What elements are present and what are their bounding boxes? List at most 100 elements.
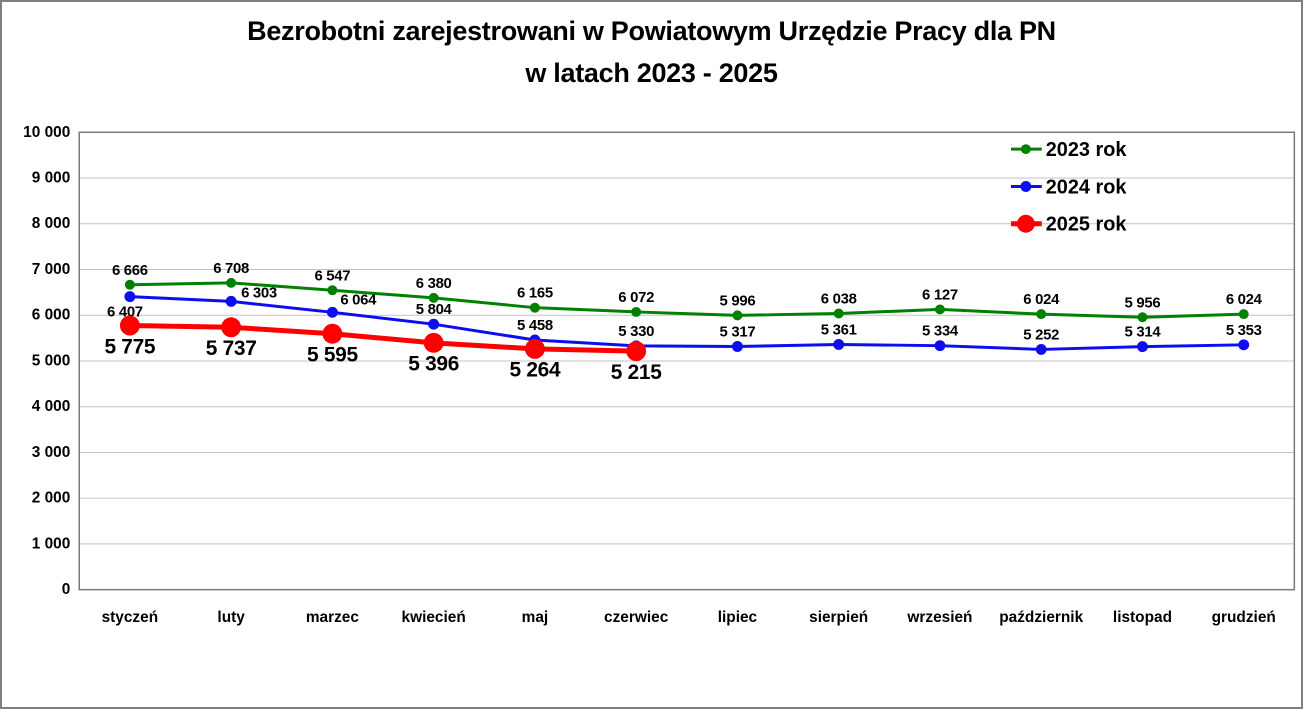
- legend-item-2025-rok: 2025 rok: [1010, 214, 1128, 236]
- data-label-2024-rok-luty: 6 303: [241, 285, 277, 301]
- x-axis-tick-label: listopad: [1113, 609, 1172, 626]
- x-axis-tick-label: styczeń: [102, 609, 159, 626]
- data-point-2024-rok-listopad: [1136, 341, 1148, 353]
- data-point-2024-rok-kwiecień: [428, 318, 440, 330]
- y-axis-tick-label: 4 000: [32, 398, 71, 415]
- x-axis-tick-label: grudzień: [1212, 609, 1276, 626]
- y-axis-tick-label: 6 000: [32, 307, 71, 324]
- data-label-2024-rok-wrzesień: 5 334: [922, 324, 959, 340]
- data-label-2023-rok-kwiecień: 6 380: [416, 276, 452, 292]
- data-point-2024-rok-październik: [1035, 343, 1047, 355]
- x-axis-tick-label: sierpień: [809, 609, 868, 626]
- legend-marker-icon: [1016, 214, 1035, 233]
- data-label-2025-rok-styczeń: 5 775: [105, 335, 156, 358]
- y-axis-tick-label: 2 000: [32, 490, 71, 507]
- y-axis-tick-label: 3 000: [32, 444, 71, 461]
- data-point-2025-rok-styczeń: [119, 315, 140, 336]
- y-axis-tick-label: 7 000: [32, 261, 71, 278]
- data-label-2023-rok-luty: 6 708: [213, 261, 249, 277]
- data-label-2024-rok-listopad: 5 314: [1125, 325, 1162, 341]
- legend-item-2023-rok: 2023 rok: [1010, 139, 1128, 161]
- data-label-2023-rok-sierpień: 6 038: [821, 292, 857, 308]
- y-axis-tick-label: 8 000: [32, 215, 71, 232]
- data-label-2024-rok-czerwiec: 5 330: [618, 324, 654, 340]
- data-point-2023-rok-styczeń: [124, 279, 135, 290]
- chart-title: Bezrobotni zarejestrowani w Powiatowym U…: [2, 10, 1301, 94]
- legend-marker-icon: [1020, 180, 1032, 192]
- data-point-2023-rok-kwiecień: [428, 292, 439, 303]
- data-label-2025-rok-kwiecień: 5 396: [408, 353, 459, 376]
- data-label-2024-rok-grudzień: 5 353: [1226, 323, 1262, 339]
- data-label-2024-rok-październik: 5 252: [1023, 327, 1059, 343]
- data-point-2024-rok-sierpień: [833, 338, 845, 350]
- data-label-2025-rok-marzec: 5 595: [307, 344, 358, 367]
- x-axis-tick-label: marzec: [306, 609, 360, 626]
- data-label-2023-rok-styczeń: 6 666: [112, 263, 148, 279]
- data-label-2023-rok-maj: 6 165: [517, 286, 553, 302]
- x-axis-tick-label: luty: [217, 609, 245, 626]
- x-axis-tick-label: kwiecień: [402, 609, 466, 626]
- data-label-2023-rok-listopad: 5 956: [1125, 295, 1161, 311]
- data-label-2024-rok-maj: 5 458: [517, 318, 553, 334]
- data-label-2023-rok-wrzesień: 6 127: [922, 287, 958, 303]
- legend-label: 2024 rok: [1046, 176, 1128, 198]
- data-point-2025-rok-luty: [221, 317, 242, 338]
- data-label-2025-rok-czerwiec: 5 215: [611, 361, 662, 384]
- data-point-2024-rok-luty: [225, 295, 237, 307]
- data-point-2023-rok-marzec: [327, 285, 338, 296]
- y-axis-tick-label: 0: [62, 581, 71, 598]
- legend-label: 2025 rok: [1046, 214, 1128, 236]
- data-point-2025-rok-kwiecień: [423, 332, 444, 353]
- data-label-2025-rok-luty: 5 737: [206, 337, 257, 360]
- legend-item-2024-rok: 2024 rok: [1010, 176, 1128, 198]
- data-point-2025-rok-marzec: [322, 323, 343, 344]
- data-point-2023-rok-czerwiec: [631, 306, 642, 317]
- x-axis-tick-label: październik: [999, 609, 1083, 626]
- y-axis-tick-label: 5 000: [32, 352, 71, 369]
- data-point-2024-rok-wrzesień: [934, 340, 946, 352]
- data-point-2023-rok-październik: [1036, 309, 1047, 320]
- data-point-2023-rok-wrzesień: [934, 304, 945, 315]
- data-point-2024-rok-styczeń: [124, 291, 136, 303]
- data-point-2023-rok-maj: [529, 302, 540, 313]
- x-axis-tick-label: wrzesień: [906, 609, 972, 626]
- data-label-2023-rok-październik: 6 024: [1023, 292, 1060, 308]
- data-label-2023-rok-marzec: 6 547: [314, 268, 350, 284]
- data-label-2024-rok-kwiecień: 5 804: [416, 302, 453, 318]
- data-point-2023-rok-luty: [226, 277, 237, 288]
- data-label-2023-rok-czerwiec: 6 072: [618, 290, 654, 306]
- data-point-2023-rok-listopad: [1137, 312, 1148, 323]
- series-line-2024-rok: [128, 295, 1246, 351]
- y-axis-tick-label: 9 000: [32, 170, 71, 187]
- legend-marker-icon: [1020, 144, 1031, 155]
- data-point-2023-rok-lipiec: [732, 310, 743, 321]
- series-line-2023-rok: [128, 281, 1246, 319]
- data-point-2024-rok-lipiec: [731, 340, 743, 352]
- x-axis-tick-label: maj: [522, 609, 549, 626]
- x-axis-tick-label: lipiec: [718, 609, 758, 626]
- legend: 2023 rok 2024 rok 2025 rok: [1010, 139, 1128, 236]
- data-label-2025-rok-maj: 5 264: [510, 359, 561, 382]
- data-label-2023-rok-grudzień: 6 024: [1226, 292, 1263, 308]
- chart-title-line2: w latach 2023 - 2025: [525, 58, 778, 88]
- series-line-2025-rok: [127, 323, 639, 354]
- x-axis-tick-label: czerwiec: [604, 609, 669, 626]
- data-label-2023-rok-lipiec: 5 996: [720, 293, 756, 309]
- y-axis-tick-label: 1 000: [32, 535, 71, 552]
- data-point-2024-rok-grudzień: [1238, 339, 1250, 351]
- data-label-2024-rok-marzec: 6 064: [340, 292, 377, 308]
- data-point-2023-rok-grudzień: [1238, 309, 1249, 320]
- data-point-2025-rok-czerwiec: [626, 341, 647, 362]
- y-axis-tick-label: 10 000: [23, 124, 70, 141]
- data-label-2024-rok-sierpień: 5 361: [821, 323, 857, 339]
- data-label-2024-rok-styczeń: 6 407: [107, 304, 143, 320]
- plot-border: [78, 131, 1296, 591]
- data-label-2024-rok-lipiec: 5 317: [720, 325, 756, 341]
- legend-label: 2023 rok: [1046, 139, 1128, 161]
- data-point-2025-rok-maj: [524, 338, 545, 359]
- data-point-2024-rok-marzec: [326, 306, 338, 318]
- chart-title-line1: Bezrobotni zarejestrowani w Powiatowym U…: [247, 16, 1056, 46]
- data-point-2023-rok-sierpień: [833, 308, 844, 319]
